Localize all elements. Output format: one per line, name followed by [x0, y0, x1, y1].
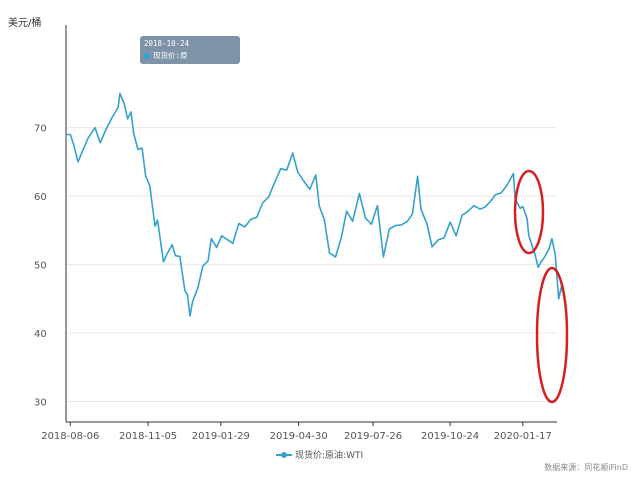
series-line-0 [66, 92, 562, 317]
y-tick-label: 70 [34, 124, 47, 135]
annotation-ellipse-january-drop [513, 169, 545, 255]
legend-series-label: 现货价:原油:WTI [295, 451, 364, 461]
axes [65, 25, 557, 426]
x-tick-label: 2018-11-05 [119, 431, 177, 442]
y-axis-unit-label: 美元/桶 [8, 18, 42, 29]
annotation-ellipse-march-crash [535, 266, 569, 404]
y-tick-labels: 30 40 50 60 70 [34, 124, 47, 409]
tooltip-series-dot [144, 53, 150, 59]
data-tooltip: 2018-10-24 现货价:原油:WTI:66.82 [140, 36, 240, 72]
y-tick-label: 50 [34, 261, 47, 272]
annotation-circles [513, 169, 569, 404]
y-tick-label: 30 [34, 397, 47, 408]
x-tick-label: 2019-04-30 [270, 431, 328, 442]
x-tick-label: 2019-07-26 [344, 431, 402, 442]
x-tick-labels: 2018-08-06 2018-11-05 2019-01-29 2019-04-30… [41, 431, 552, 442]
grid-lines [66, 127, 557, 402]
data-source-note: 数据来源：同花顺iFinD [544, 463, 628, 472]
x-tick-label: 2020-01-17 [494, 431, 552, 442]
chart-legend[interactable]: 现货价:原油:WTI [276, 448, 363, 461]
y-tick-label: 40 [34, 329, 47, 340]
tooltip-value: 现货价:原油:WTI:66.82 [144, 51, 197, 72]
x-tick-label: 2018-08-06 [41, 431, 99, 442]
tooltip-date: 2018-10-24 [144, 39, 190, 48]
y-tick-label: 60 [34, 192, 47, 203]
x-tick-label: 2019-01-29 [192, 431, 250, 442]
tooltip-value-row: 现货价:原油:WTI:66.82 [144, 50, 236, 74]
x-tick-label: 2019-10-24 [421, 431, 479, 442]
series-lines [66, 92, 562, 317]
legend-line-marker-icon [276, 451, 292, 459]
